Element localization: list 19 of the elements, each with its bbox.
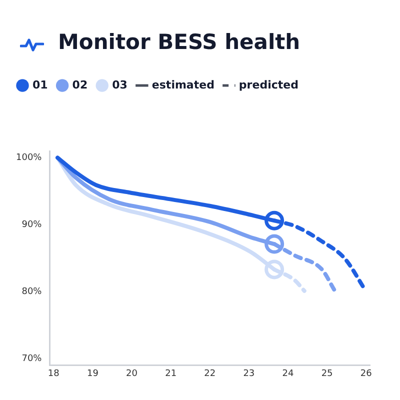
x-tick-label: 26 xyxy=(360,368,372,379)
chart-title: Monitor BESS health xyxy=(58,30,300,54)
legend-label: 02 xyxy=(72,78,88,92)
legend-label: predicted xyxy=(238,78,298,92)
legend-label: 03 xyxy=(112,78,128,92)
x-tick-label: 19 xyxy=(86,368,99,379)
y-tick-label: 90% xyxy=(22,220,42,230)
y-tick-label: 80% xyxy=(22,286,42,297)
x-tick-label: 21 xyxy=(165,368,177,379)
legend-label: 01 xyxy=(32,78,48,92)
legend-label: estimated xyxy=(152,78,214,92)
y-tick-label: 70% xyxy=(22,354,42,364)
x-tick-label: 24 xyxy=(282,368,294,379)
y-tick-label: 100% xyxy=(16,153,42,164)
x-tick-label: 22 xyxy=(204,368,216,379)
x-tick-label: 25 xyxy=(321,368,333,379)
x-tick-label: 18 xyxy=(48,368,60,379)
x-tick-label: 20 xyxy=(126,368,138,379)
x-tick-label: 23 xyxy=(243,368,255,379)
